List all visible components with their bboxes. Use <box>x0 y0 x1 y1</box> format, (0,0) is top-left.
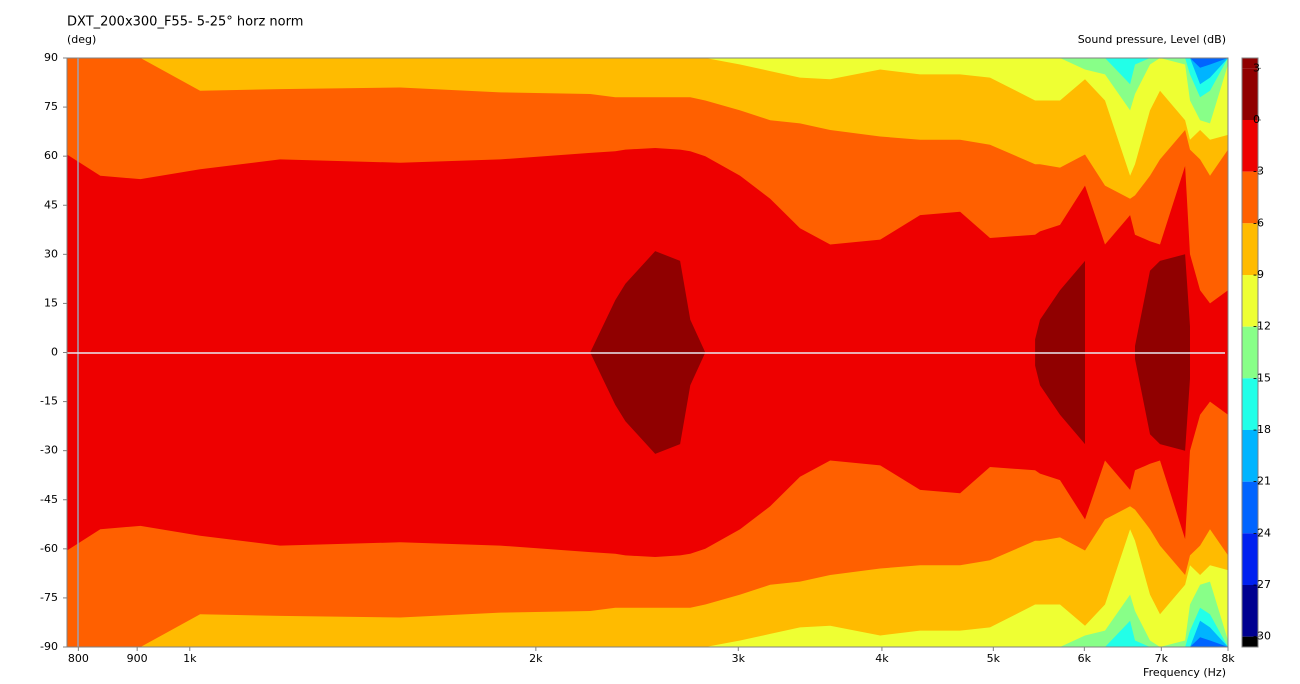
colorbar-tick-label: -15 <box>1253 371 1271 384</box>
colorbar-tick-label: -12 <box>1253 320 1271 333</box>
x-tick-label: 5k <box>987 652 1001 665</box>
colorbar-tick-label: -6 <box>1253 216 1264 229</box>
x-tick-label: 3k <box>732 652 746 665</box>
x-tick-label: 800 <box>68 652 89 665</box>
colorbar-tick-label: -24 <box>1253 526 1271 539</box>
x-tick-label: 4k <box>875 652 889 665</box>
colorbar-tick-label: -21 <box>1253 475 1271 488</box>
colorbar-band <box>1242 430 1258 482</box>
colorbar-band <box>1242 378 1258 430</box>
colorbar-tick-label: -3 <box>1253 165 1264 178</box>
colorbar-band <box>1242 58 1258 69</box>
x-tick-label: 1k <box>183 652 197 665</box>
y-tick-label: 30 <box>44 247 58 260</box>
y-tick-label: -45 <box>40 493 58 506</box>
colorbar-frame <box>1241 57 1259 648</box>
y-tick-label: -75 <box>40 591 58 604</box>
x-tick-label: 900 <box>127 652 148 665</box>
colorbar-band <box>1242 275 1258 327</box>
colorbar-band <box>1242 171 1258 224</box>
y-tick-label: -15 <box>40 395 58 408</box>
colorbar-label: Sound pressure, Level (dB) <box>1078 33 1226 46</box>
colorbar-tick-label: -30 <box>1253 630 1271 643</box>
x-tick-label: 7k <box>1155 652 1169 665</box>
chart-title: DXT_200x300_F55- 5-25° horz norm <box>67 15 303 30</box>
x-axis-label: Frequency (Hz) <box>1143 666 1226 679</box>
y-tick-label: -30 <box>40 444 58 457</box>
x-tick-label: 8k <box>1221 652 1235 665</box>
y-tick-label: 75 <box>44 100 58 113</box>
y-tick-label: 0 <box>51 346 58 359</box>
y-axis-label: (deg) <box>67 33 96 46</box>
colorbar-band <box>1242 533 1258 585</box>
colorbar-tick-label: -9 <box>1253 268 1264 281</box>
colorbar-band <box>1242 636 1258 647</box>
colorbar-band <box>1242 481 1258 534</box>
colorbar-tick-label: -27 <box>1253 578 1271 591</box>
contour-layers <box>67 58 1228 647</box>
y-tick-label: 45 <box>44 198 58 211</box>
y-tick-label: -90 <box>40 640 58 653</box>
x-tick-label: 6k <box>1078 652 1092 665</box>
x-tick-label: 2k <box>529 652 543 665</box>
colorbar-band <box>1242 68 1258 120</box>
y-tick-label: -60 <box>40 542 58 555</box>
colorbar-band <box>1242 223 1258 275</box>
y-tick-label: 15 <box>44 296 58 309</box>
y-tick-label: 90 <box>44 51 58 64</box>
colorbar-tick-label: -18 <box>1253 423 1271 436</box>
colorbar-tick-label: 3 <box>1253 61 1260 74</box>
colorbar-tick-label: 0 <box>1253 113 1260 126</box>
colorbar-band <box>1242 120 1258 172</box>
colorbar-band <box>1242 585 1258 637</box>
plot-area <box>67 58 1228 647</box>
colorbar-band <box>1242 326 1258 379</box>
y-tick-label: 60 <box>44 149 58 162</box>
